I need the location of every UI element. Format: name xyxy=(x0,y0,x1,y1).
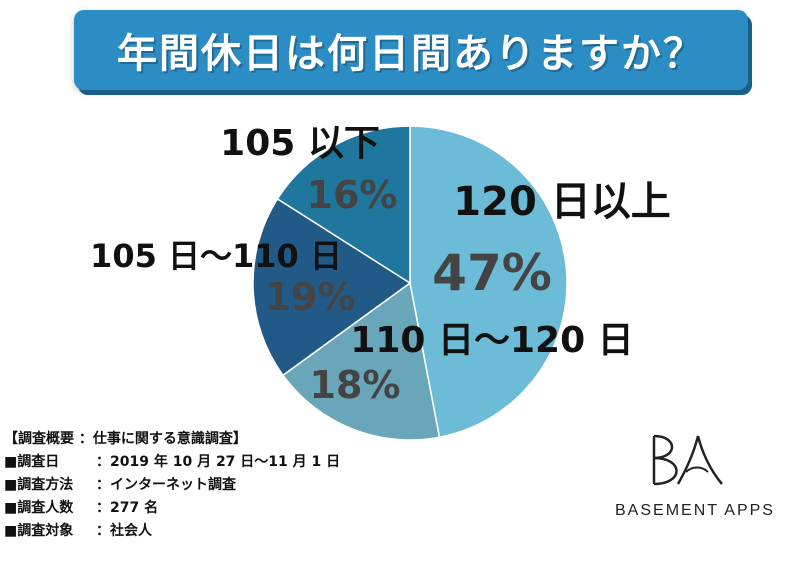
survey-row-method: ■調査方法 ：インターネット調査 xyxy=(4,474,340,497)
survey-summary: 【調査概要 ：仕事に関する意識調査】 ■調査日 ：2019 年 10 月 27 日… xyxy=(4,428,340,543)
logo-text: BASEMENT APPS xyxy=(615,502,775,519)
pie-slice xyxy=(252,197,412,377)
slice-percent-label: 18% xyxy=(310,363,401,407)
slice-percent-label: 47% xyxy=(432,244,552,302)
survey-key: ■調査対象 xyxy=(4,523,74,539)
slice-percent-label: 16% xyxy=(307,173,398,217)
pie-slice xyxy=(276,125,411,285)
slice-category-label: 105 以下 xyxy=(220,123,380,164)
pie-labels: 47% 120 日以上 18%110 日〜120 日19%105 日〜110 日 16… xyxy=(90,123,671,407)
survey-key: ■調査方法 xyxy=(4,477,74,493)
slice-percent-label: 19% xyxy=(265,275,356,319)
survey-row-target: ■調査対象 ：社会人 xyxy=(4,520,340,543)
ba-logo-mark-icon xyxy=(652,434,723,486)
survey-row-count: ■調査人数 ：277 名 xyxy=(4,497,340,520)
pie-slices xyxy=(252,125,568,441)
pie-slice xyxy=(409,125,568,439)
pie-slice xyxy=(281,281,441,441)
survey-row-date: ■調査日 ：2019 年 10 月 27 日〜11 月 1 日 xyxy=(4,451,340,474)
survey-key: ■調査人数 xyxy=(4,500,74,516)
slice-category-label: 110 日〜120 日 xyxy=(350,320,633,361)
slice-category-label: 120 日以上 xyxy=(453,179,670,225)
survey-value: ：2019 年 10 月 27 日〜11 月 1 日 xyxy=(96,454,341,470)
slice-category-label: 105 日〜110 日 xyxy=(90,237,342,275)
title-banner: 年間休日は何日間ありますか？ xyxy=(74,10,748,90)
survey-key: ■調査日 xyxy=(4,454,60,470)
survey-value: ：277 名 xyxy=(96,500,159,516)
survey-value: ：社会人 xyxy=(96,523,152,539)
survey-header: 【調査概要 ：仕事に関する意識調査】 xyxy=(4,431,247,447)
chart-title: 年間休日は何日間ありますか？ xyxy=(117,31,705,77)
survey-value: ：インターネット調査 xyxy=(96,477,236,493)
basement-apps-logo: BASEMENT APPS xyxy=(604,432,786,524)
